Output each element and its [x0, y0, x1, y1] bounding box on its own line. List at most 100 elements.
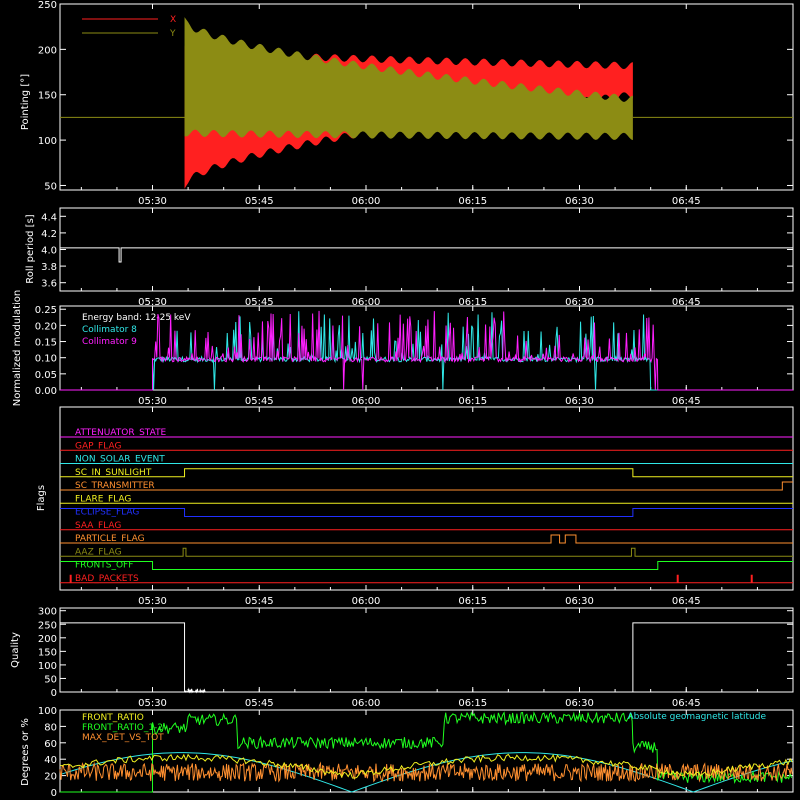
- flag-line: [60, 534, 793, 544]
- y-tick-label: 3.8: [41, 262, 57, 273]
- x-tick-label: 06:45: [672, 596, 701, 607]
- flag-line: [60, 561, 793, 570]
- flag-label: BAD_PACKETS: [75, 574, 139, 584]
- flag-label: PARTICLE_FLAG: [75, 534, 145, 544]
- x-tick-label: 05:45: [245, 698, 274, 709]
- flag-label: AAZ_FLAG: [75, 547, 122, 557]
- quality-line: [60, 622, 793, 694]
- y-tick-label: 80: [44, 722, 57, 733]
- x-tick-label: 06:45: [672, 396, 701, 407]
- x-tick-label: 05:30: [138, 297, 167, 308]
- y-tick-label: 150: [38, 647, 57, 658]
- y-tick-label: 150: [38, 91, 57, 102]
- x-tick-label: 06:45: [672, 196, 701, 207]
- y-tick-label: 100: [38, 706, 57, 717]
- x-tick-label: 06:00: [352, 698, 381, 709]
- roll-period-panel: Roll period [s] 05:30 05:45 06:00 06:15 06:3…: [25, 208, 794, 308]
- y-tick-label: 4.0: [41, 246, 57, 257]
- y-tick-label: 50: [44, 674, 57, 685]
- legend-y: Y: [169, 29, 176, 39]
- x-tick-label: 06:00: [352, 596, 381, 607]
- y-tick-label: 100: [38, 661, 57, 672]
- y-tick-label: 100: [38, 136, 57, 147]
- legend-front-ratio: FRONT_RATIO: [82, 713, 144, 723]
- flag-label: NON_SOLAR_EVENT: [75, 455, 165, 465]
- flag-label: GAP_FLAG: [75, 441, 121, 451]
- ratios-legend: FRONT_RATIO FRONT_RATIO_1-2 MAX_DET_VS_T…: [82, 712, 766, 743]
- x-tick-label: 06:30: [565, 196, 594, 207]
- legend-collimator-9: Collimator 9: [82, 337, 137, 347]
- flag-label: SAA_FLAG: [75, 521, 121, 531]
- x-tick-label: 05:30: [138, 596, 167, 607]
- modulation-panel: Normalized modulation Energy band: 12-25…: [12, 290, 794, 407]
- flag-label: FRONTS_OFF: [75, 561, 133, 571]
- flag-line: [60, 547, 793, 557]
- x-tick-label: 06:15: [458, 396, 487, 407]
- y-tick-label: 20: [44, 772, 57, 783]
- pointing-ylabel: Pointing [°]: [20, 74, 31, 130]
- roll-period-line: [60, 247, 793, 263]
- flag-label: SC_IN_SUNLIGHT: [75, 468, 152, 478]
- x-tick-label: 06:15: [458, 698, 487, 709]
- modulation-legend: Energy band: 12-25 keV Collimator 8 Coll…: [82, 313, 191, 347]
- front-ratio-series: [59, 753, 793, 779]
- x-tick-label: 06:00: [352, 297, 381, 308]
- roll-period-ylabel: Roll period [s]: [25, 214, 36, 283]
- y-tick-label: 0: [51, 688, 57, 699]
- y-tick-label: 4.2: [41, 229, 57, 240]
- y-tick-label: 3.6: [41, 279, 57, 290]
- y-tick-label: 0.00: [35, 386, 57, 397]
- legend-geomagnetic-latitude: Absolute geomagnetic latitude: [627, 712, 766, 722]
- flags-panel: Flags 05:30 05:45 06:00 06:15 06:30 06:45 ATTE…: [36, 407, 794, 607]
- quality-panel: Quality 05:30 05:45 06:00 06:15 06:30 06:45 0 5…: [10, 607, 794, 709]
- x-tick-label: 06:00: [352, 396, 381, 407]
- y-tick-label: 250: [38, 0, 57, 11]
- ratios-ylabel: Degrees or %: [20, 718, 31, 786]
- collimator-9-series: [60, 310, 793, 391]
- panel-frame: [59, 406, 794, 591]
- y-tick-label: 0.05: [35, 370, 57, 381]
- y-tick-label: 200: [38, 45, 57, 56]
- pointing-y-series: [184, 17, 633, 141]
- x-tick-label: 06:15: [458, 196, 487, 207]
- x-tick-label: 06:00: [352, 196, 381, 207]
- pointing-panel: Pointing [°] X Y 05:30 05:45 06:00 06:15 06:…: [20, 0, 794, 207]
- y-tick-label: 250: [38, 620, 57, 631]
- flag-line: [60, 508, 793, 517]
- x-tick-label: 05:30: [138, 396, 167, 407]
- collimator-8-series: [60, 311, 793, 391]
- x-tick-label: 06:15: [458, 596, 487, 607]
- legend-max-det-vs-tot: MAX_DET_VS_TOT: [82, 733, 164, 743]
- pointing-legend: X Y: [82, 15, 176, 39]
- flags-ylabel: Flags: [36, 485, 47, 511]
- y-tick-label: 50: [44, 181, 57, 192]
- legend-collimator-8: Collimator 8: [82, 325, 137, 335]
- x-tick-label: 06:15: [458, 297, 487, 308]
- y-tick-label: 60: [44, 739, 57, 750]
- x-tick-label: 06:45: [672, 698, 701, 709]
- flag-label: FLARE_FLAG: [75, 494, 131, 504]
- flag-line: [60, 468, 793, 478]
- x-tick-label: 05:45: [245, 396, 274, 407]
- flag-label: SC_TRANSMITTER: [75, 481, 155, 491]
- panel-frame: [59, 3, 794, 191]
- quality-ylabel: Quality: [10, 632, 21, 668]
- y-tick-label: 0: [51, 788, 57, 799]
- y-tick-label: 0.10: [35, 354, 57, 365]
- y-tick-label: 0.15: [35, 338, 57, 349]
- x-tick-label: 05:45: [245, 297, 274, 308]
- y-tick-label: 200: [38, 634, 57, 645]
- x-tick-label: 05:45: [245, 596, 274, 607]
- geomagnetic-latitude-series: [59, 752, 794, 793]
- x-tick-label: 06:30: [565, 396, 594, 407]
- legend-energy-band: Energy band: 12-25 keV: [82, 313, 191, 323]
- legend-front-ratio-1-2: FRONT_RATIO_1-2: [82, 723, 163, 733]
- x-tick-label: 06:30: [565, 596, 594, 607]
- x-tick-label: 05:30: [138, 698, 167, 709]
- x-tick-label: 06:30: [565, 698, 594, 709]
- flag-line: [60, 481, 793, 491]
- panel-frame: [59, 305, 794, 391]
- x-tick-label: 05:45: [245, 196, 274, 207]
- ratios-panel: Degrees or % 0 20 40 60 80 100 FRONT_RATIO FR…: [20, 706, 794, 799]
- x-tick-label: 06:30: [565, 297, 594, 308]
